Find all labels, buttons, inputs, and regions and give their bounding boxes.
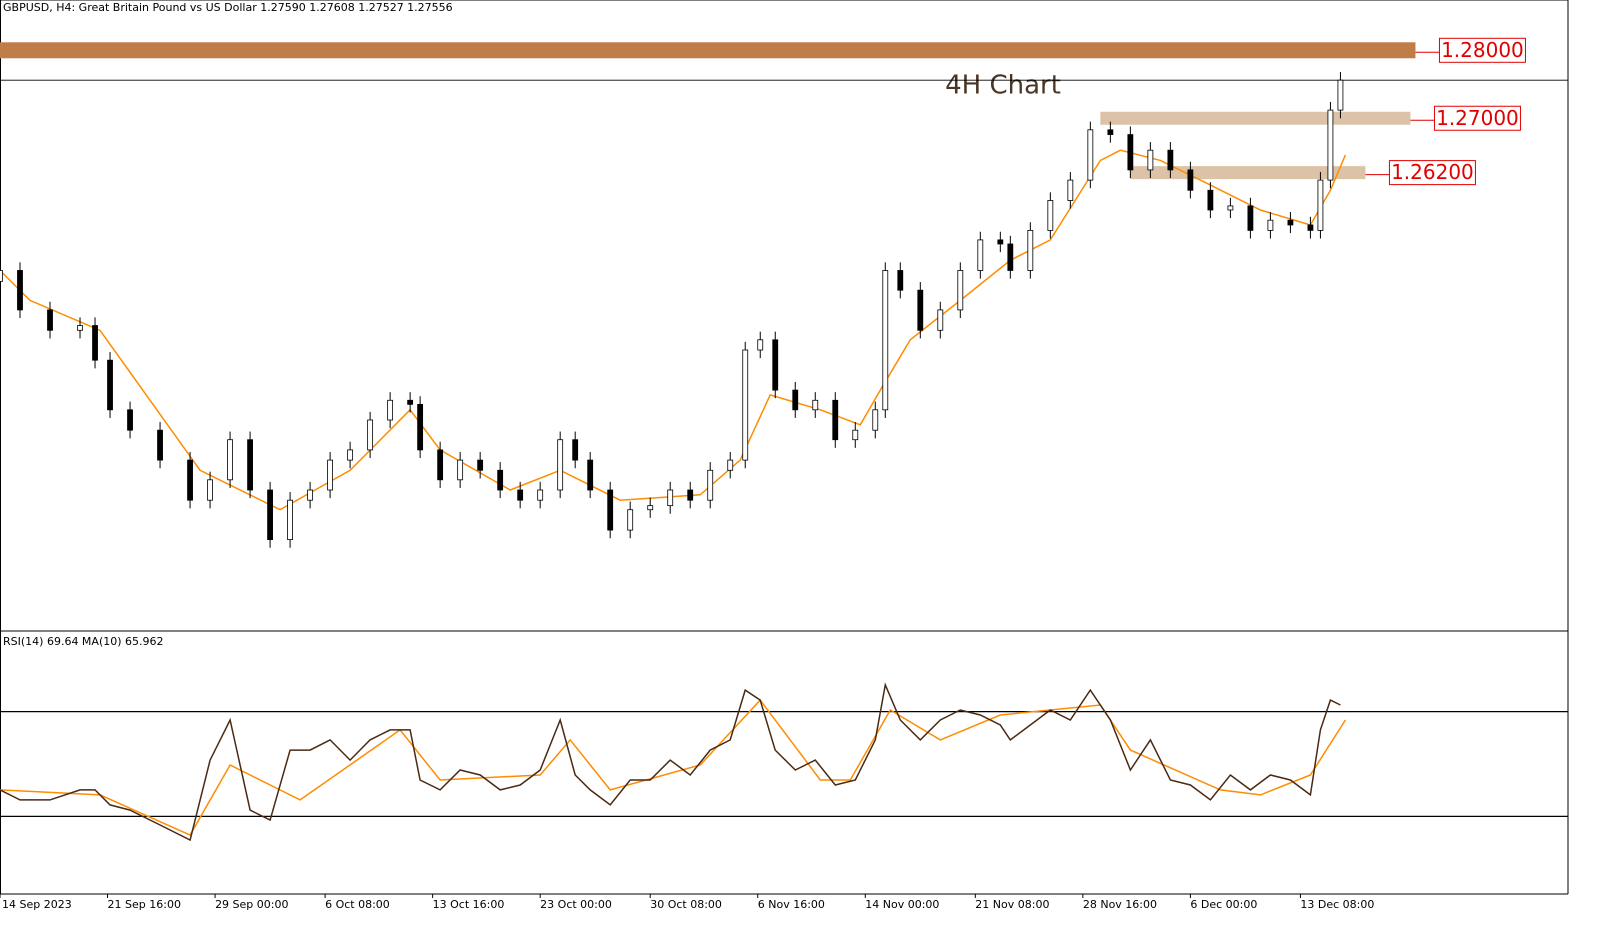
candle-body xyxy=(647,505,654,511)
candle-body xyxy=(977,239,984,271)
candle-body xyxy=(757,339,764,351)
candle-body xyxy=(772,339,779,391)
candle-body xyxy=(627,509,634,531)
candle-body xyxy=(792,389,799,411)
candle-body xyxy=(457,459,464,481)
candle-body xyxy=(247,439,253,491)
zone-label-box xyxy=(1388,160,1476,186)
moving-average xyxy=(0,149,1347,511)
annotation: 4H Chart xyxy=(945,71,1061,101)
candle-body xyxy=(157,429,163,461)
candle-body xyxy=(1127,134,1134,171)
candle-body xyxy=(77,325,83,331)
candle-body xyxy=(267,489,273,541)
candle-body xyxy=(287,499,293,541)
candle-body xyxy=(917,289,924,331)
candle-body xyxy=(852,429,859,441)
candle-body xyxy=(667,489,674,507)
candle-body xyxy=(832,399,839,441)
candle-body xyxy=(957,270,964,311)
candle-body xyxy=(347,449,354,461)
candle-body xyxy=(1317,179,1324,231)
candle-body xyxy=(1027,229,1034,271)
candle-body xyxy=(1287,219,1294,226)
x-tick-label: 6 Nov 16:00 xyxy=(758,898,825,911)
x-tick-label: 21 Sep 16:00 xyxy=(108,898,181,911)
candle-body xyxy=(517,489,524,501)
candle-body xyxy=(557,439,564,491)
candle-body xyxy=(872,409,879,431)
x-tick-label: 13 Oct 16:00 xyxy=(433,898,505,911)
zone-label: 1.26200 xyxy=(1391,160,1474,184)
zone xyxy=(1100,111,1411,125)
candle-body xyxy=(607,489,614,531)
candle-body xyxy=(307,489,313,501)
x-tick-label: 13 Dec 08:00 xyxy=(1300,898,1374,911)
candle-body xyxy=(387,399,394,421)
candle-body xyxy=(1107,129,1114,135)
candle-body xyxy=(207,479,213,501)
x-tick-label: 14 Nov 00:00 xyxy=(865,898,939,911)
zone-label: 1.28000 xyxy=(1441,38,1524,62)
candle-body xyxy=(127,409,133,431)
zone xyxy=(0,42,1416,59)
candle-body xyxy=(707,469,714,501)
zone-label-box xyxy=(1433,105,1521,131)
candle-body xyxy=(17,270,23,311)
x-tick-label: 6 Oct 08:00 xyxy=(325,898,390,911)
candle-body xyxy=(1307,224,1314,231)
candle-body xyxy=(227,439,233,481)
candle-body xyxy=(1207,189,1214,211)
candle-body xyxy=(1047,200,1054,231)
rsi-label: RSI(14) 69.64 MA(10) 65.962 xyxy=(3,635,164,648)
candle-body xyxy=(997,239,1004,245)
candle-body xyxy=(537,489,544,501)
candle-body xyxy=(572,439,579,461)
candle-body xyxy=(1087,129,1094,181)
candle-body xyxy=(1337,79,1344,111)
candle-body xyxy=(1267,219,1274,231)
candle-body xyxy=(687,489,694,501)
candle-body xyxy=(497,469,504,491)
x-tick-label: 23 Oct 00:00 xyxy=(540,898,612,911)
x-tick-label: 14 Sep 2023 xyxy=(2,898,72,911)
candle-body xyxy=(187,459,193,501)
zone-label-box xyxy=(1438,37,1526,63)
rsi-ma-line xyxy=(0,698,1347,836)
chart-header: GBPUSD, H4: Great Britain Pound vs US Do… xyxy=(3,1,453,14)
candle-body xyxy=(327,459,334,491)
candle-body xyxy=(727,459,734,471)
candle-body xyxy=(1327,109,1334,181)
candle-body xyxy=(897,270,904,291)
candle-body xyxy=(882,270,889,411)
candle-body xyxy=(1167,149,1174,171)
candle-body xyxy=(1007,243,1014,271)
candle-body xyxy=(587,459,594,491)
candle-body xyxy=(812,399,819,411)
zone-label: 1.27000 xyxy=(1436,106,1519,130)
candle-body xyxy=(742,349,749,461)
candle-body xyxy=(937,309,944,331)
candle-body xyxy=(477,459,484,471)
candle-body xyxy=(0,270,3,282)
candle-body xyxy=(47,309,53,331)
x-tick-label: 21 Nov 08:00 xyxy=(975,898,1049,911)
x-tick-label: 29 Sep 00:00 xyxy=(215,898,288,911)
x-tick-label: 28 Nov 16:00 xyxy=(1083,898,1157,911)
candle-body xyxy=(1227,205,1234,211)
candle-body xyxy=(1187,169,1194,191)
candle-body xyxy=(417,403,424,451)
candle-body xyxy=(437,449,444,481)
candle-body xyxy=(107,359,113,411)
candle-body xyxy=(367,419,374,451)
rsi-line xyxy=(0,682,1341,842)
x-tick-label: 30 Oct 08:00 xyxy=(650,898,722,911)
candle-body xyxy=(1247,205,1254,231)
candle-body xyxy=(92,325,98,361)
candle-body xyxy=(407,399,414,405)
x-tick-label: 6 Dec 00:00 xyxy=(1190,898,1257,911)
candle-body xyxy=(1067,179,1074,201)
candle-body xyxy=(1147,149,1154,171)
